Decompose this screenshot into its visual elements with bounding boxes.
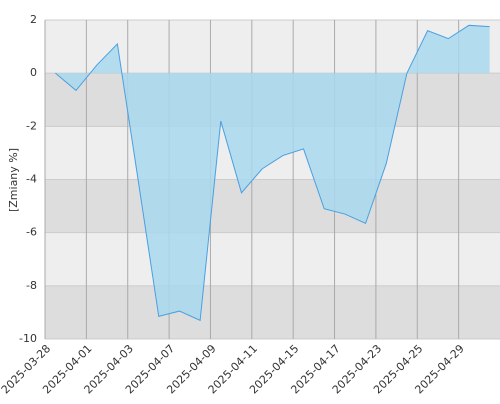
grid-band: [45, 179, 500, 233]
y-tick-label: 2: [30, 13, 37, 26]
y-tick-label: -6: [26, 226, 37, 239]
grid-band: [45, 285, 500, 339]
y-tick-label: 0: [30, 66, 37, 79]
area-line: [55, 24, 490, 322]
area-fill: [55, 25, 490, 321]
y-tick-label: -2: [26, 119, 37, 132]
y-tick-label: -10: [19, 332, 37, 345]
y-tick-label: -4: [26, 173, 37, 186]
y-axis-label: [Zmiany %]: [7, 148, 20, 212]
y-tick-label: -8: [26, 279, 37, 292]
grid-band: [45, 232, 500, 286]
